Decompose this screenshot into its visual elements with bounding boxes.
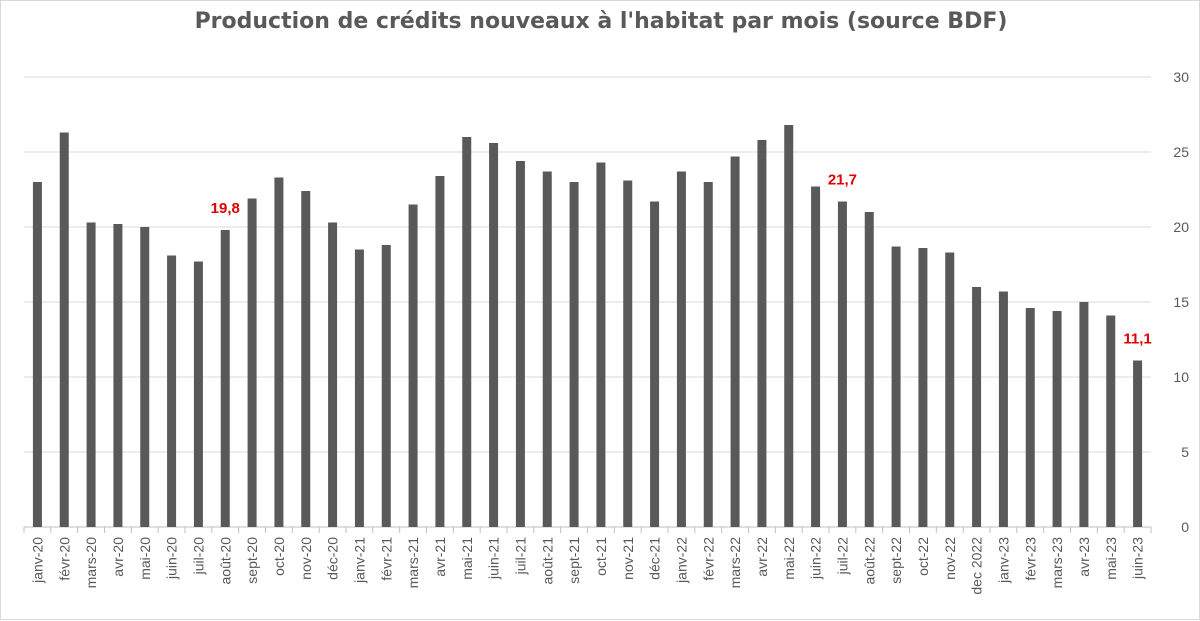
x-tick-label: mai-22	[781, 537, 797, 580]
bar	[569, 182, 579, 527]
bar	[864, 212, 874, 527]
bar	[354, 249, 364, 527]
x-tick-label: mars-21	[405, 537, 421, 589]
bar	[328, 222, 338, 527]
bar	[167, 255, 177, 527]
x-tick-label: juin-21	[486, 537, 502, 580]
x-tick-label: avr-23	[1076, 537, 1092, 577]
x-tick-label: dec 2022	[969, 537, 985, 595]
x-tick-label: nov-21	[620, 537, 636, 580]
bar	[1079, 302, 1089, 527]
x-tick-label: oct-22	[915, 537, 931, 576]
bar	[945, 252, 955, 527]
x-tick-label: févr-21	[378, 537, 394, 581]
bar	[462, 137, 472, 527]
x-tick-label: mai-21	[459, 537, 475, 580]
bar	[837, 201, 847, 527]
bar	[113, 224, 123, 527]
x-tick-label: juil-21	[512, 537, 528, 576]
bar	[515, 161, 525, 527]
y-tick-label: 15	[1173, 294, 1189, 310]
x-tick-label: mai-20	[137, 537, 153, 580]
bar	[650, 201, 660, 527]
x-tick-label: oct-21	[593, 537, 609, 576]
x-tick-label: mai-23	[1103, 537, 1119, 580]
x-tick-label: févr-23	[1022, 537, 1038, 581]
x-tick-label: sept-21	[566, 537, 582, 584]
x-tick-label: nov-22	[942, 537, 958, 580]
x-tick-label: juin-23	[1130, 537, 1146, 580]
x-tick-label: juin-22	[808, 537, 824, 580]
y-tick-label: 0	[1181, 519, 1189, 535]
x-tick-label: mars-23	[1049, 537, 1065, 589]
x-tick-label: févr-20	[56, 537, 72, 581]
bar	[730, 156, 740, 527]
bar	[489, 143, 499, 527]
y-tick-label: 10	[1173, 369, 1189, 385]
bar	[972, 287, 982, 527]
bar	[918, 248, 928, 527]
bar	[1025, 308, 1035, 527]
bar	[784, 125, 794, 527]
x-tick-label: janv-21	[351, 537, 367, 584]
data-label: 21,7	[828, 172, 857, 189]
bar	[32, 182, 42, 527]
x-tick-label: janv-22	[673, 537, 689, 584]
x-tick-label: janv-20	[29, 537, 45, 584]
bar	[274, 177, 284, 527]
x-tick-label: sept-22	[888, 537, 904, 584]
x-tick-label: déc-20	[325, 537, 341, 580]
bar	[301, 191, 311, 527]
x-tick-label: août-22	[861, 537, 877, 585]
x-tick-label: mars-22	[727, 537, 743, 589]
x-tick-label: juil-22	[834, 537, 850, 576]
bar	[676, 171, 686, 527]
bar	[891, 246, 901, 527]
bar	[140, 227, 150, 527]
x-tick-label: janv-23	[995, 537, 1011, 584]
x-tick-label: févr-22	[700, 537, 716, 581]
y-tick-label: 30	[1173, 69, 1189, 85]
bar	[623, 180, 633, 527]
x-tick-label: août-21	[539, 537, 555, 585]
x-tick-label: avr-20	[110, 537, 126, 577]
x-tick-label: avr-22	[754, 537, 770, 577]
x-tick-label: nov-20	[298, 537, 314, 580]
bar	[1106, 315, 1116, 527]
x-tick-label: avr-21	[432, 537, 448, 577]
bar	[220, 230, 230, 527]
x-tick-label: août-20	[217, 537, 233, 585]
bar	[1133, 360, 1143, 527]
x-tick-label: juin-20	[164, 537, 180, 580]
x-tick-label: sept-20	[244, 537, 260, 584]
bar	[247, 198, 257, 527]
bar	[59, 132, 69, 527]
bar	[703, 182, 713, 527]
y-tick-label: 20	[1173, 219, 1189, 235]
x-tick-label: oct-20	[271, 537, 287, 576]
bar	[381, 245, 391, 527]
data-label: 19,8	[211, 200, 240, 217]
bar	[596, 162, 606, 527]
bar	[86, 222, 96, 527]
x-tick-label: juil-20	[190, 537, 206, 576]
bar	[1052, 311, 1062, 527]
bar	[757, 140, 767, 527]
y-tick-label: 5	[1181, 444, 1189, 460]
bar	[542, 171, 552, 527]
bar	[408, 204, 418, 527]
bar	[998, 291, 1008, 527]
y-tick-label: 25	[1173, 144, 1189, 160]
x-tick-label: mars-20	[83, 537, 99, 589]
x-tick-label: déc-21	[647, 537, 663, 580]
bar	[811, 186, 821, 527]
data-label: 11,1	[1123, 331, 1151, 348]
bar	[435, 176, 445, 527]
bar	[193, 261, 203, 527]
chart-title: Production de crédits nouveaux à l'habit…	[194, 9, 1008, 34]
